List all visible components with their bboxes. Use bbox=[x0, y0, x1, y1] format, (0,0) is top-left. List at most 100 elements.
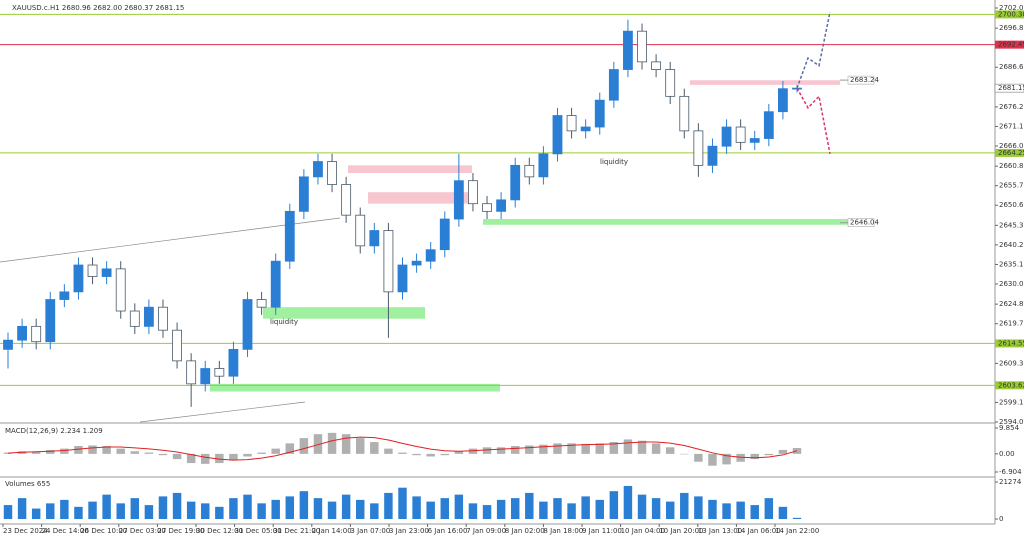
note-box bbox=[847, 218, 875, 227]
x-tick-label: 3 Jan 07:00 bbox=[350, 527, 390, 535]
volume-bar bbox=[651, 498, 661, 519]
candle-body bbox=[637, 30, 647, 63]
x-tick-label: 8 Jan 02:00 bbox=[505, 527, 545, 535]
candle-body bbox=[327, 161, 337, 185]
candle-body bbox=[73, 264, 84, 293]
macd-bar bbox=[384, 448, 393, 454]
volume-tick-label: 0 bbox=[999, 515, 1003, 523]
y-tick-label: 2676.25 bbox=[999, 103, 1024, 111]
candle-body bbox=[17, 325, 27, 341]
macd-bar bbox=[31, 451, 41, 454]
volume-bar bbox=[130, 498, 140, 519]
macd-bar bbox=[116, 448, 125, 454]
volume-bar bbox=[299, 491, 309, 519]
macd-bar bbox=[172, 453, 182, 460]
y-tick-label: 2619.7 bbox=[999, 320, 1024, 328]
candle-body bbox=[411, 260, 422, 266]
volume-bar bbox=[243, 494, 252, 519]
candle-body bbox=[749, 138, 760, 143]
macd-bar bbox=[510, 445, 520, 454]
candle-body bbox=[482, 203, 492, 212]
level-tag bbox=[995, 148, 1024, 157]
macd-signal bbox=[7, 436, 798, 461]
candle-body bbox=[270, 260, 281, 308]
macd-bar bbox=[651, 443, 661, 454]
y-tick-label: 2671.15 bbox=[999, 122, 1024, 130]
macd-bar bbox=[722, 453, 731, 465]
annotation: liquidity bbox=[270, 318, 298, 326]
candle-body bbox=[496, 199, 507, 212]
candle-body bbox=[383, 230, 394, 293]
macd-bar bbox=[186, 453, 196, 464]
macd-bar bbox=[764, 453, 774, 456]
candle-body bbox=[214, 368, 225, 377]
candle-body bbox=[101, 268, 112, 277]
y-tick-label: 2702.05 bbox=[999, 4, 1024, 12]
x-tick-label: 24 Dec 14:00 bbox=[42, 527, 89, 535]
x-tick-label: 31 Dec 05:00 bbox=[235, 527, 282, 535]
macd-bar bbox=[412, 453, 421, 456]
y-tick-label: 2650.6 bbox=[999, 201, 1024, 209]
x-tick-label: 26 Dec 10:00 bbox=[80, 527, 127, 535]
candle-body bbox=[623, 30, 633, 70]
volume-bar bbox=[370, 503, 379, 519]
candle-body bbox=[566, 115, 577, 132]
macd-bar bbox=[370, 442, 379, 454]
candle-body bbox=[608, 69, 619, 101]
volume-bar bbox=[623, 485, 633, 519]
candle-body bbox=[115, 268, 126, 312]
volume-bar bbox=[468, 503, 478, 519]
macd-bar bbox=[313, 434, 323, 454]
volume-bar bbox=[722, 503, 731, 519]
macd-bar bbox=[144, 452, 154, 454]
note-box bbox=[847, 75, 875, 85]
macd-bar bbox=[708, 453, 717, 466]
macd-tick-label: 9.854 bbox=[999, 424, 1020, 432]
candle-body bbox=[242, 299, 253, 350]
volume-bar bbox=[144, 505, 154, 519]
y-tick-label: 2624.8 bbox=[999, 300, 1024, 308]
candle-body bbox=[341, 184, 352, 216]
macd-bar bbox=[637, 440, 647, 454]
candle-body bbox=[524, 164, 535, 178]
zone bbox=[348, 165, 472, 174]
macd-bar bbox=[581, 443, 590, 454]
y-tick-label: 2686.6 bbox=[999, 63, 1024, 71]
volume-bar bbox=[88, 501, 97, 519]
zone bbox=[210, 383, 500, 392]
volume-bar bbox=[271, 499, 280, 519]
candle-body bbox=[538, 153, 549, 178]
candle-body bbox=[129, 310, 140, 327]
macd-label: MACD(12,26,9) 2.234 1.209 bbox=[5, 427, 103, 435]
volume-bar bbox=[454, 494, 464, 519]
zone bbox=[483, 219, 850, 225]
x-tick-label: 14 Jan 06:00 bbox=[736, 527, 780, 535]
volume-bar bbox=[482, 505, 492, 519]
forecast-line bbox=[796, 11, 831, 89]
volume-bar bbox=[525, 492, 534, 519]
macd-bar bbox=[215, 453, 224, 464]
volume-tick-label: 21274 bbox=[999, 478, 1022, 486]
macd-bar bbox=[680, 453, 689, 455]
macd-bar bbox=[778, 449, 788, 454]
volume-bar bbox=[356, 499, 365, 519]
volume-bar bbox=[31, 508, 41, 519]
volume-bar bbox=[581, 496, 590, 519]
volume-bar bbox=[708, 499, 717, 519]
volume-bar bbox=[74, 506, 83, 519]
volume-bar bbox=[102, 494, 111, 519]
volume-bar bbox=[595, 499, 604, 519]
x-tick-label: 10 Jan 20:00 bbox=[659, 527, 703, 535]
macd-bar bbox=[750, 453, 759, 460]
candle-body bbox=[200, 368, 211, 385]
macd-bar bbox=[88, 445, 97, 454]
level-label: 2700.38 bbox=[998, 10, 1024, 18]
candle-body bbox=[355, 214, 366, 247]
macd-bar bbox=[426, 453, 435, 457]
macd-bar bbox=[158, 453, 168, 456]
zone bbox=[263, 307, 425, 319]
macd-bar bbox=[46, 449, 55, 454]
candle-body bbox=[256, 299, 267, 308]
